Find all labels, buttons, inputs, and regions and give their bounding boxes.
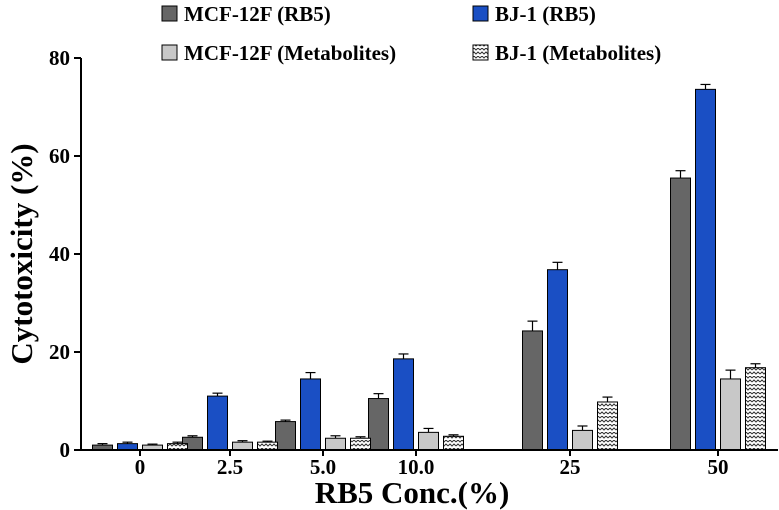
legend-item-3: BJ-1 (Metabolites) — [472, 41, 661, 65]
y-tick-label-0: 0 — [60, 438, 71, 462]
error-bar-s2-c3 — [423, 427, 434, 433]
error-bar-s3-c2 — [355, 436, 366, 439]
bar-s1-c1 — [207, 395, 228, 451]
legend-label-3: BJ-1 (Metabolites) — [495, 41, 661, 65]
x-tick-label-2: 5.0 — [310, 455, 336, 479]
bar-s2-c2 — [325, 437, 346, 451]
error-bar-s1-c1 — [212, 392, 223, 397]
bar-s0-c2 — [275, 421, 296, 451]
legend-item-1: BJ-1 (RB5) — [472, 2, 596, 26]
bar-s2-c4 — [572, 429, 593, 451]
error-bar-s0-c3 — [373, 393, 384, 399]
error-bar-s2-c1 — [237, 440, 248, 443]
x-tick-label-5: 50 — [708, 455, 729, 479]
error-bar-s1-c2 — [305, 371, 316, 379]
error-bar-s2-c0 — [147, 443, 158, 446]
error-bar-s1-c3 — [398, 353, 409, 359]
bar-s2-c3 — [418, 431, 439, 451]
error-bar-s3-c5 — [750, 363, 761, 368]
bar-s3-c3 — [443, 435, 464, 451]
legend-label-2: MCF-12F (Metabolites) — [184, 41, 396, 65]
bar-s0-c4 — [522, 330, 543, 451]
bar-s1-c4 — [547, 269, 568, 451]
legend-item-2: MCF-12F (Metabolites) — [161, 41, 396, 65]
bar-s3-c1 — [257, 441, 278, 451]
error-bar-s0-c4 — [527, 320, 538, 331]
legend-item-0: MCF-12F (RB5) — [161, 2, 331, 26]
x-axis: 0 2.5 5.0 10.0 25 50 — [80, 449, 778, 479]
legend-label-1: BJ-1 (RB5) — [495, 2, 596, 26]
error-bar-s3-c1 — [262, 440, 273, 443]
bar-s2-c1 — [232, 441, 253, 451]
y-tick-label-4: 80 — [49, 46, 70, 70]
error-bar-s1-c4 — [552, 261, 563, 270]
y-axis-title: Cytotoxicity (%) — [4, 143, 39, 364]
error-bar-s2-c4 — [577, 425, 588, 431]
bar-s0-c5 — [670, 177, 691, 451]
x-tick-label-1: 2.5 — [217, 455, 243, 479]
y-ticks: 0 20 40 60 80 — [49, 46, 81, 462]
error-bar-s2-c2 — [330, 435, 341, 439]
bar-s1-c2 — [300, 378, 321, 451]
x-tick-label-4: 25 — [560, 455, 581, 479]
error-bar-s3-c4 — [602, 396, 613, 402]
error-bar-s0-c2 — [280, 419, 291, 422]
error-bar-s3-c0 — [172, 441, 183, 444]
legend-swatch-2 — [161, 44, 178, 61]
bar-s3-c4 — [597, 401, 618, 451]
bar-s2-c5 — [720, 378, 741, 451]
error-bar-s0-c5 — [675, 170, 686, 179]
legend-label-0: MCF-12F (RB5) — [184, 2, 331, 26]
x-ticks: 0 2.5 5.0 10.0 25 50 — [135, 450, 729, 479]
bar-s3-c5 — [745, 367, 766, 451]
error-bar-s3-c3 — [448, 434, 459, 437]
legend: MCF-12F (RB5) BJ-1 (RB5) MCF-12F (Metabo… — [161, 2, 661, 65]
x-tick-label-0: 0 — [135, 455, 146, 479]
error-bar-s1-c0 — [122, 441, 133, 444]
bar-s3-c2 — [350, 437, 371, 451]
error-bar-s1-c5 — [700, 83, 711, 90]
x-tick-label-3: 10.0 — [398, 455, 435, 479]
legend-swatch-0 — [161, 5, 178, 22]
y-tick-label-2: 40 — [49, 242, 70, 266]
bar-s1-c5 — [695, 88, 716, 451]
error-bar-s0-c1 — [187, 435, 198, 438]
legend-swatch-3 — [472, 44, 489, 61]
error-bar-s0-c0 — [97, 443, 108, 446]
y-tick-label-3: 60 — [49, 144, 70, 168]
bar-s0-c3 — [368, 398, 389, 451]
bars — [92, 88, 766, 451]
error-bar-s2-c5 — [725, 369, 736, 379]
legend-swatch-1 — [472, 5, 489, 22]
x-axis-title: RB5 Conc.(%) — [315, 475, 510, 510]
error-bars — [97, 83, 761, 446]
y-axis: 0 20 40 60 80 — [49, 46, 82, 462]
bar-s1-c3 — [393, 358, 414, 451]
y-tick-label-1: 20 — [49, 340, 70, 364]
